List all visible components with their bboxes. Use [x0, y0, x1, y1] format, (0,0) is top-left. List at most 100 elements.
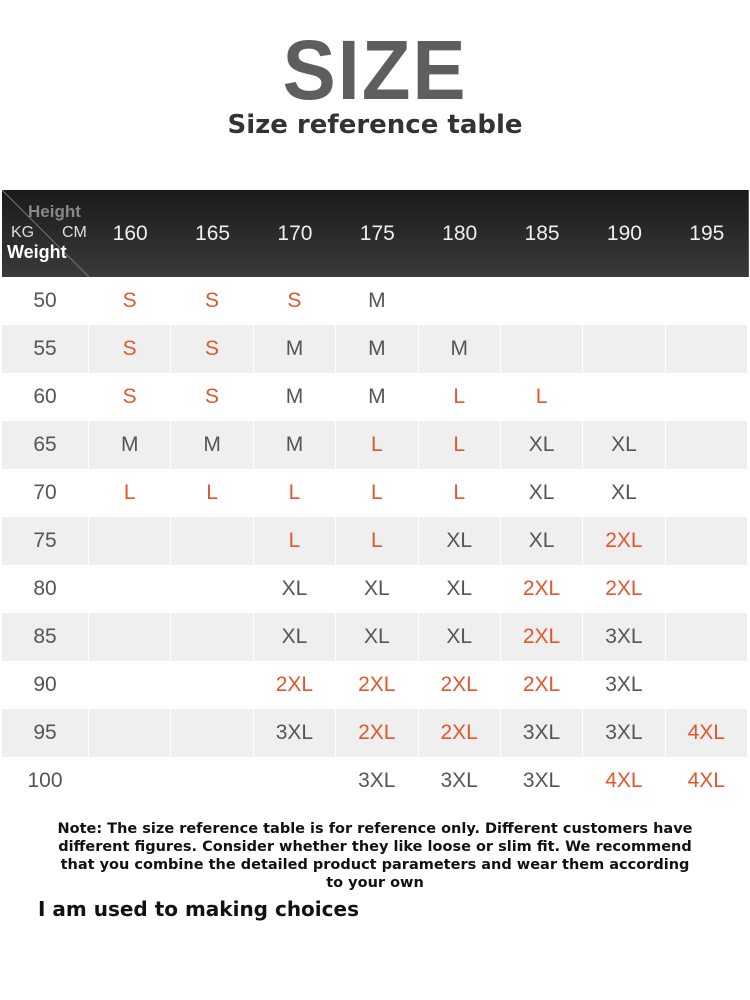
- size-cell: [665, 421, 748, 469]
- size-cell: XL: [418, 517, 501, 565]
- size-cell: M: [253, 421, 337, 469]
- size-cell: S: [89, 277, 172, 325]
- size-cell: S: [253, 277, 337, 325]
- size-cell: [89, 517, 172, 565]
- size-cell: XL: [336, 613, 419, 661]
- size-cell: 3XL: [336, 757, 419, 805]
- height-header: 190: [583, 190, 667, 277]
- height-header: 170: [253, 190, 338, 277]
- size-cell: M: [336, 277, 419, 325]
- size-cell: [171, 565, 254, 613]
- note: Note: The size reference table is for re…: [57, 821, 693, 891]
- height-header: 165: [171, 190, 255, 277]
- size-cell: M: [253, 325, 337, 373]
- size-cell: [89, 709, 172, 757]
- size-cell: XL: [500, 469, 584, 517]
- size-cell: [665, 277, 748, 325]
- size-cell: [171, 661, 254, 709]
- size-cell: [665, 661, 748, 709]
- size-cell: L: [171, 469, 254, 517]
- size-cell: 2XL: [336, 709, 419, 757]
- subtitle: Size reference table: [227, 110, 523, 140]
- size-cell: [89, 565, 172, 613]
- size-cell: L: [418, 421, 501, 469]
- size-cell: S: [171, 373, 254, 421]
- size-cell: S: [89, 325, 172, 373]
- weight-cell: 50: [2, 277, 89, 325]
- diagonal: [2, 190, 89, 277]
- size-cell: 3XL: [500, 757, 584, 805]
- title: SIZE: [282, 23, 468, 117]
- height-header: 195: [665, 190, 749, 277]
- weight-cell: 60: [2, 373, 89, 421]
- height-header: 160: [89, 190, 173, 277]
- weight-cell: 85: [2, 613, 89, 661]
- size-cell: [171, 757, 254, 805]
- size-cell: L: [500, 373, 584, 421]
- size-cell: L: [253, 469, 337, 517]
- size-cell: 3XL: [583, 709, 666, 757]
- height-header: 185: [500, 190, 585, 277]
- size-cell: 2XL: [500, 613, 584, 661]
- size-cell: [89, 757, 172, 805]
- size-cell: XL: [253, 565, 337, 613]
- size-cell: 4XL: [665, 757, 748, 805]
- size-cell: 4XL: [665, 709, 748, 757]
- weight-cell: 55: [2, 325, 89, 373]
- size-cell: 3XL: [583, 661, 666, 709]
- size-cell: [171, 709, 254, 757]
- footer: I am used to making choices: [38, 897, 359, 921]
- size-cell: M: [418, 325, 501, 373]
- size-cell: [665, 325, 748, 373]
- size-cell: [171, 613, 254, 661]
- weight-cell: 95: [2, 709, 89, 757]
- weight-cell: 90: [2, 661, 89, 709]
- size-cell: S: [89, 373, 172, 421]
- corner-right: CM: [62, 224, 87, 241]
- size-cell: 2XL: [500, 565, 584, 613]
- size-cell: [500, 325, 584, 373]
- size-cell: XL: [583, 469, 666, 517]
- size-cell: [665, 613, 748, 661]
- corner-top: Height: [28, 202, 81, 221]
- size-cell: [665, 565, 748, 613]
- size-cell: 2XL: [253, 661, 337, 709]
- corner-cell: Height KG CM Weight: [2, 190, 90, 277]
- size-cell: [583, 373, 666, 421]
- size-cell: L: [89, 469, 172, 517]
- size-cell: 2XL: [418, 709, 501, 757]
- size-cell: M: [89, 421, 172, 469]
- size-cell: XL: [253, 613, 337, 661]
- size-cell: [583, 325, 666, 373]
- size-cell: [665, 517, 748, 565]
- size-cell: 2XL: [583, 565, 666, 613]
- size-cell: M: [336, 325, 419, 373]
- weight-cell: 75: [2, 517, 89, 565]
- size-cell: 2XL: [500, 661, 584, 709]
- weight-cell: 70: [2, 469, 89, 517]
- size-cell: M: [171, 421, 254, 469]
- size-cell: L: [418, 373, 501, 421]
- size-cell: XL: [500, 421, 584, 469]
- size-cell: L: [336, 421, 419, 469]
- size-cell: 3XL: [253, 709, 337, 757]
- size-cell: L: [253, 517, 337, 565]
- size-cell: 3XL: [583, 613, 666, 661]
- size-cell: [418, 277, 501, 325]
- size-cell: 3XL: [500, 709, 584, 757]
- weight-cell: 80: [2, 565, 89, 613]
- size-cell: S: [171, 325, 254, 373]
- size-cell: [89, 661, 172, 709]
- size-cell: L: [336, 517, 419, 565]
- size-cell: XL: [336, 565, 419, 613]
- corner-bottom: Weight: [7, 242, 67, 262]
- size-cell: L: [418, 469, 501, 517]
- weight-cell: 65: [2, 421, 89, 469]
- weight-cell: 100: [2, 757, 89, 805]
- size-cell: XL: [418, 565, 501, 613]
- size-cell: 2XL: [418, 661, 501, 709]
- size-cell: XL: [418, 613, 501, 661]
- size-cell: 2XL: [583, 517, 666, 565]
- size-cell: S: [171, 277, 254, 325]
